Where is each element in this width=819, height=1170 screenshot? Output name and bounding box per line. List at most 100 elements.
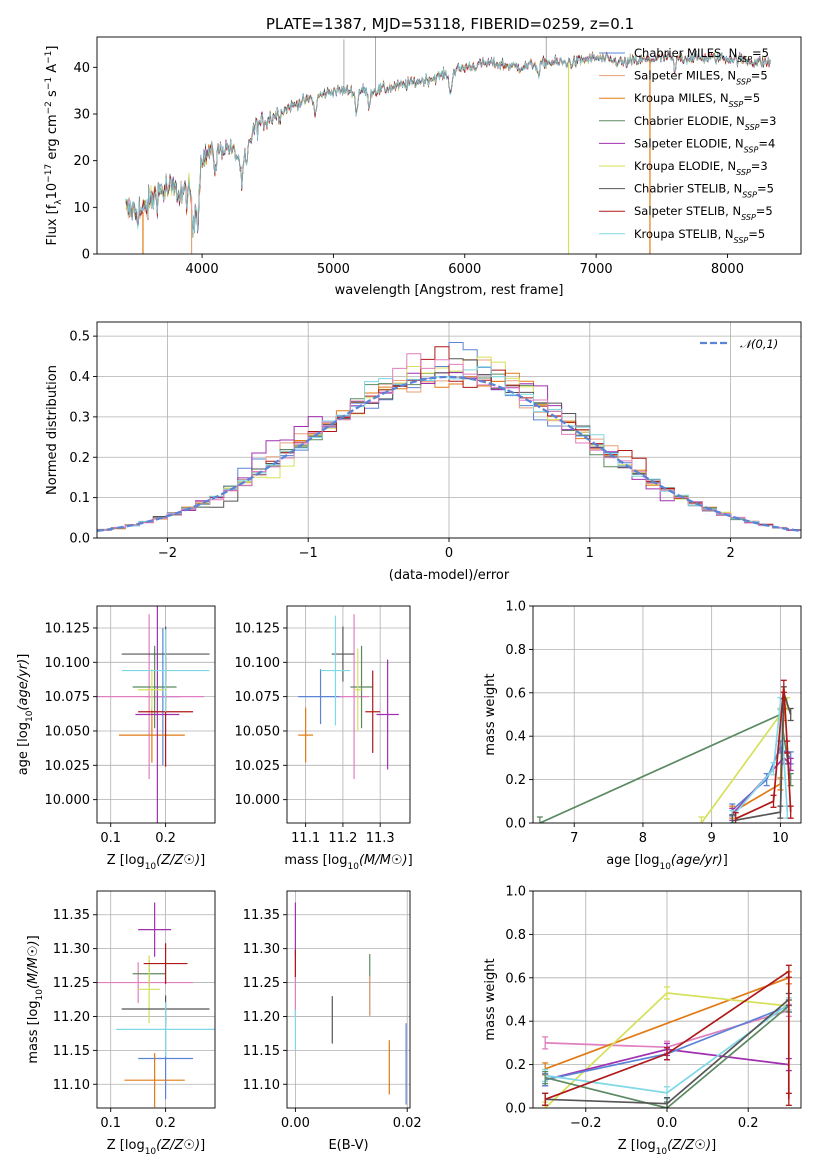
plot-area (298, 614, 399, 780)
residual-histogram-panel: −2 −1 0 1 2 0.0 0.1 0.2 0.3 0.4 0.5 𝒩(0,1) (data-mod… (45, 321, 802, 583)
plot-area (125, 37, 771, 254)
mass-weight-vs-age-panel: 7 8 9 10 0.0 0.2 0.4 0.6 0.8 1.0 mass weight age [l… (483, 600, 802, 872)
x-tick-label: 8 (639, 831, 647, 846)
axes-frame (286, 605, 411, 824)
figure-title: PLATE=1387, MJD=53118, FIBERID=0259, z=0… (266, 15, 634, 33)
mass-vs-extinction-panel: 0.00 0.02 11.10 11.15 11.20 11.25 11.30 11.35 E(… (243, 890, 422, 1153)
x-tick-label: 0.1 (100, 831, 121, 846)
x-tick-label: 0.2 (155, 831, 176, 846)
x-axis-label: (data-model)/error (389, 568, 510, 583)
y-tick-label: 10.075 (235, 690, 281, 705)
y-tick-label: 11.20 (53, 1010, 90, 1025)
x-tick-label: 0.2 (155, 1116, 176, 1131)
legend-entry: Chabrier STELIB, NSSP=5 (634, 182, 774, 200)
y-tick-label: 0.4 (505, 730, 526, 745)
y-tick-label: 11.10 (53, 1078, 90, 1093)
axes-frame (532, 890, 802, 1109)
weight-line (544, 969, 790, 1101)
x-tick-label: 11.1 (291, 831, 320, 846)
y-tick-label: 0 (82, 248, 90, 263)
weight-line (539, 713, 792, 823)
y-tick-label: 0.1 (69, 491, 90, 506)
x-axis-label: Z [log10(Z/Z☉)] (618, 1138, 716, 1157)
axes-frame (96, 321, 802, 539)
x-tick-label: 9 (708, 831, 716, 846)
legend-entry: Salpeter STELIB, NSSP=5 (634, 204, 773, 222)
legend-entry: Chabrier ELODIE, NSSP=3 (634, 114, 776, 132)
legend-entry: Chabrier MILES, NSSP=5 (634, 46, 769, 64)
x-tick-label: 5000 (317, 262, 350, 277)
axes-frame (96, 605, 216, 824)
weight-line (544, 1005, 790, 1108)
y-tick-label: 0.0 (505, 817, 526, 832)
age-vs-metallicity-panel: 0.1 0.2 10.000 10.025 10.050 10.075 10.100 10.1… (16, 605, 216, 872)
y-tick-label: 10.025 (235, 759, 281, 774)
y-tick-label: 11.30 (243, 942, 280, 957)
y-tick-label: 40 (73, 61, 90, 76)
x-tick-label: 2 (726, 546, 734, 561)
normal-reference-curve (97, 375, 801, 533)
x-tick-label: 0.0 (657, 1116, 678, 1131)
x-axis-label: mass [log10(M/M☉)] (284, 853, 412, 872)
legend-entry: Salpeter MILES, NSSP=5 (634, 69, 768, 87)
weight-line (732, 692, 792, 822)
x-tick-label: 10 (772, 831, 789, 846)
age-vs-mass-panel: 11.1 11.2 11.3 10.000 10.025 10.050 10.075 10.1… (235, 605, 413, 872)
plot-area (542, 964, 792, 1108)
spectrum-panel: 4000 5000 6000 7000 8000 0 10 20 30 40 wavelength … (44, 36, 802, 298)
x-tick-label: 0.02 (393, 1116, 422, 1131)
y-axis-label: Normed distribution (45, 365, 60, 495)
y-tick-label: 10.050 (45, 724, 91, 739)
y-tick-label: 11.35 (243, 908, 280, 923)
x-axis-label: Z [log10(Z/Z☉)] (107, 853, 205, 872)
y-tick-label: 11.20 (243, 1010, 280, 1025)
y-axis-label: age [log10(age/yr)] (16, 654, 35, 776)
y-tick-label: 1.0 (505, 885, 526, 900)
y-tick-label: 10.100 (45, 656, 91, 671)
axes-frame (286, 890, 411, 1109)
x-axis-label: age [log10(age/yr)] (606, 853, 728, 872)
x-tick-label: −2 (158, 546, 177, 561)
x-tick-label: 8000 (711, 262, 744, 277)
y-tick-label: 10.125 (45, 621, 91, 636)
y-tick-label: 0.8 (505, 643, 526, 658)
x-axis-label: E(B-V) (328, 1138, 368, 1153)
plot-area (536, 679, 794, 823)
y-tick-label: 10 (73, 201, 90, 216)
y-tick-label: 10.050 (235, 724, 281, 739)
spectrum-line (125, 51, 771, 231)
y-tick-label: 10.000 (45, 793, 91, 808)
y-tick-label: 0.0 (505, 1102, 526, 1117)
x-tick-label: 11.2 (328, 831, 357, 846)
x-axis-label: wavelength [Angstrom, rest frame] (335, 283, 564, 298)
plot-area (97, 902, 215, 1108)
y-tick-label: 0.6 (505, 686, 526, 701)
plot-area (97, 606, 210, 823)
y-axis-label: mass [log10(M/M☉)] (26, 935, 45, 1063)
y-tick-label: 11.35 (53, 908, 90, 923)
y-tick-label: 11.25 (53, 976, 90, 991)
x-tick-label: 0 (445, 546, 453, 561)
x-tick-label: 7 (570, 831, 578, 846)
weight-line (731, 703, 789, 818)
y-tick-label: 10.025 (45, 759, 91, 774)
x-tick-label: 1 (586, 546, 594, 561)
legend-entry: Kroupa MILES, NSSP=5 (634, 91, 760, 109)
y-tick-label: 30 (73, 108, 90, 123)
histogram-step (97, 366, 801, 533)
x-tick-label: 7000 (580, 262, 613, 277)
x-tick-label: −1 (299, 546, 318, 561)
y-axis-label: mass weight (483, 958, 498, 1040)
legend-entry: Kroupa ELODIE, NSSP=3 (634, 159, 768, 177)
y-tick-label: 10.075 (45, 690, 91, 705)
y-tick-label: 0.3 (69, 410, 90, 425)
legend-entry: Salpeter ELODIE, NSSP=4 (634, 136, 775, 154)
x-tick-label: 6000 (448, 262, 481, 277)
y-tick-label: 0.8 (505, 928, 526, 943)
y-axis-label: mass weight (483, 673, 498, 755)
axes-frame (96, 36, 802, 255)
x-tick-label: 0.00 (281, 1116, 310, 1131)
x-axis-label: Z [log10(Z/Z☉)] (107, 1138, 205, 1157)
y-axis-label: Flux [fλ10−17 erg cm−2 s−1 A−1] (44, 46, 64, 246)
y-tick-label: 11.15 (53, 1044, 90, 1059)
